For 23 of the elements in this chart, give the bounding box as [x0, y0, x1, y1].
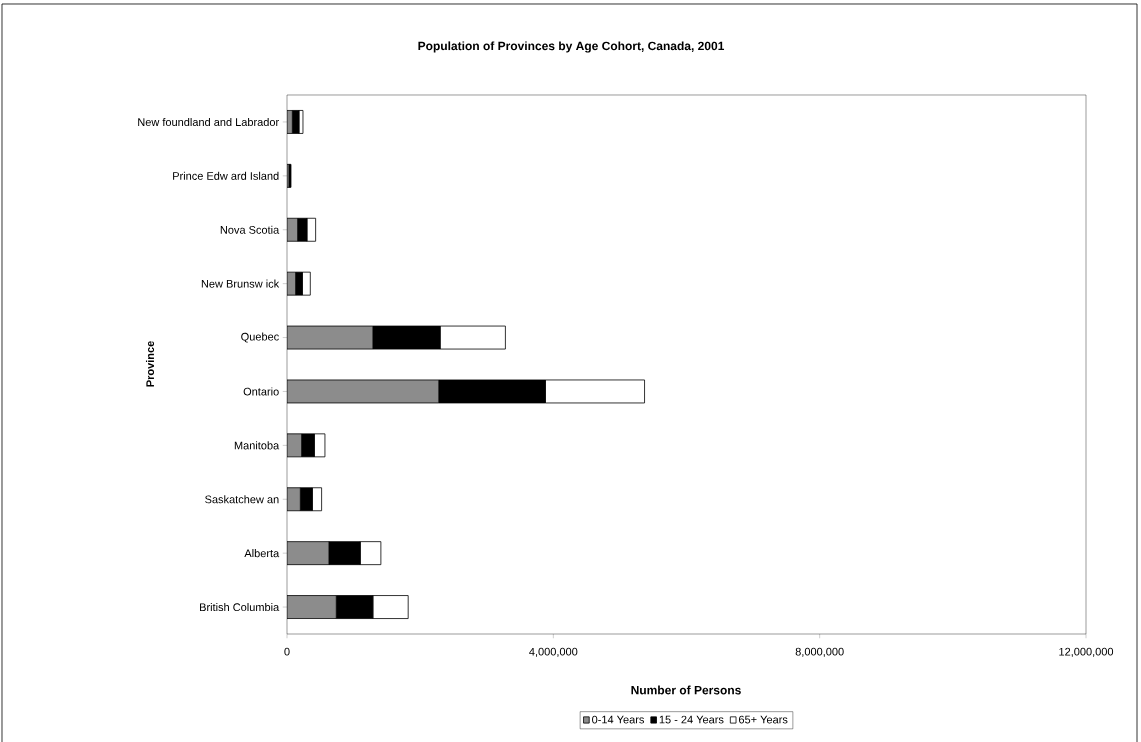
- y-tick-label: Prince Edw ard Island: [173, 171, 279, 180]
- bar: [287, 379, 440, 404]
- x-tick-label: 8,000,000: [795, 647, 844, 657]
- y-tick-label: British Columbia: [200, 603, 280, 612]
- y-tick-label: Alberta: [244, 549, 280, 558]
- x-tick-label: 12,000,000: [1059, 647, 1114, 657]
- x-axis-title: Number of Persons: [631, 685, 741, 695]
- bar: [287, 595, 337, 619]
- y-tick-label: Quebec: [241, 332, 279, 343]
- legend-label: 15 - 24 Years: [659, 715, 724, 724]
- y-tick-label: Manitoba: [234, 441, 280, 450]
- x-tick-label: 0: [284, 647, 290, 656]
- legend-label: 65+ Years: [739, 715, 788, 724]
- y-tick-label: New foundland and Labrador: [138, 117, 279, 126]
- y-tick-label: Nova Scotia: [220, 225, 280, 234]
- y-axis-title: Province: [145, 341, 155, 387]
- legend-label: 0-14 Years: [592, 715, 645, 724]
- y-tick-label: New Brunsw ick: [201, 279, 280, 288]
- chart-title: Population of Provinces by Age Cohort, Canada, 2001: [418, 41, 725, 53]
- y-tick-label: Ontario: [243, 387, 279, 396]
- y-tick-label: Saskatchew an: [205, 495, 279, 504]
- bar: [287, 541, 330, 566]
- x-tick-label: 4,000,000: [529, 647, 578, 657]
